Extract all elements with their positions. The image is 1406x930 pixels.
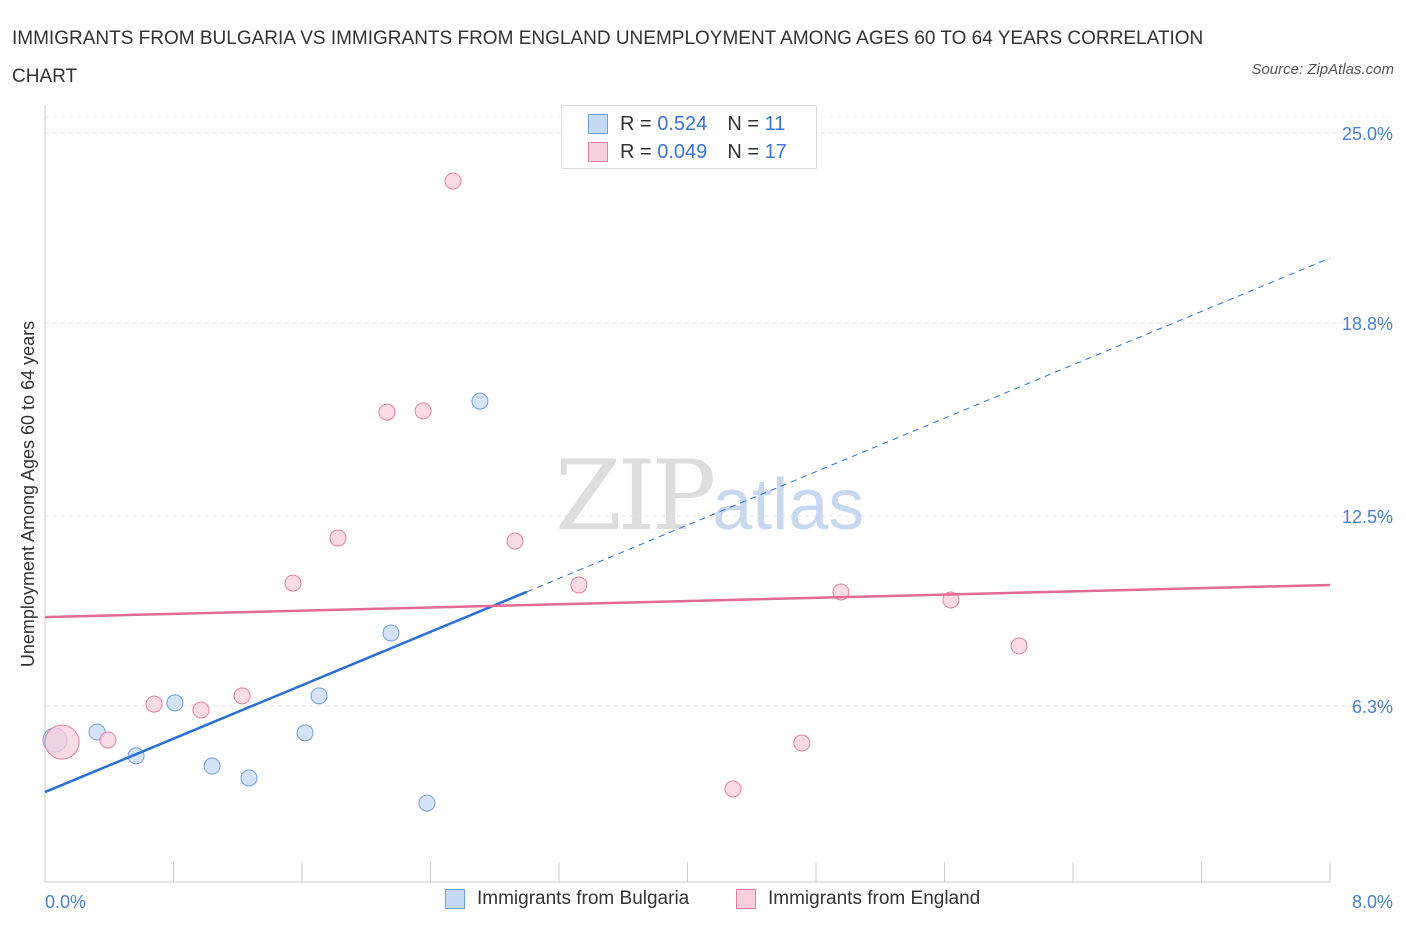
data-point-england (44, 724, 80, 760)
data-point-bulgaria (418, 794, 436, 812)
x-tick-label: 0.0% (45, 892, 86, 912)
data-point-england (192, 701, 210, 719)
data-point-england (145, 695, 163, 713)
chart-title: IMMIGRANTS FROM BULGARIA VS IMMIGRANTS F… (12, 28, 1204, 87)
legend-box: R = 0.524 N = 11 R = 0.049 N = 17 (561, 105, 817, 169)
trend-line-bulgaria (44, 590, 528, 794)
legend-n-value: 17 (764, 140, 787, 163)
data-point-england (414, 402, 432, 420)
data-point-bulgaria (203, 757, 221, 775)
data-point-england (942, 591, 960, 609)
legend-r-label: R = (620, 140, 652, 163)
data-point-england (724, 780, 742, 798)
legend-row-england: R = 0.049 N = 17 (588, 139, 787, 165)
bottom-legend-swatch-england (736, 889, 756, 909)
bottom-legend-label-bulgaria: Immigrants from Bulgaria (477, 888, 690, 909)
bottom-legend-swatch-bulgaria (445, 889, 465, 909)
trend-line-extension-bulgaria (526, 257, 1331, 593)
data-point-bulgaria (471, 392, 489, 410)
legend-n-value: 11 (764, 112, 786, 135)
watermark: ZIPatlas (555, 440, 864, 552)
legend-n-label: N = (727, 112, 759, 135)
y-tick-label: 18.8% (1342, 314, 1393, 334)
chart-source: Source: ZipAtlas.com (1251, 61, 1394, 78)
legend-swatch-bulgaria (588, 114, 608, 134)
legend-r-label: R = (620, 112, 652, 135)
data-point-england (99, 731, 117, 749)
y-axis-label: Unemployment Among Ages 60 to 64 years (18, 321, 38, 667)
data-point-england (233, 687, 251, 705)
legend-swatch-england (588, 142, 608, 162)
bottom-legend-label-england: Immigrants from England (768, 888, 981, 909)
watermark-atlas: atlas (712, 465, 865, 545)
y-tick-label: 6.3% (1352, 697, 1393, 717)
data-point-england (378, 403, 396, 421)
data-point-england (793, 734, 811, 752)
legend-row-bulgaria: R = 0.524 N = 11 (588, 111, 785, 137)
data-point-bulgaria (382, 624, 400, 642)
data-point-england (284, 574, 302, 592)
trend-line-england (44, 583, 1331, 619)
x-tick-label: 8.0% (1352, 892, 1393, 912)
y-tick-label: 25.0% (1342, 124, 1393, 144)
data-point-bulgaria (310, 687, 328, 705)
bottom-legend-bulgaria: Immigrants from Bulgaria (445, 888, 689, 910)
data-point-bulgaria (240, 769, 258, 787)
data-point-england (570, 576, 588, 594)
data-point-bulgaria (166, 694, 184, 712)
data-point-bulgaria (296, 724, 314, 742)
data-point-england (1010, 637, 1028, 655)
watermark-zip: ZIP (555, 440, 716, 552)
legend-n-label: N = (727, 140, 759, 163)
legend-r-value: 0.524 (657, 112, 708, 135)
data-point-england (329, 529, 347, 547)
y-tick-label: 12.5% (1342, 507, 1393, 527)
bottom-legend-england: Immigrants from England (736, 888, 980, 910)
data-point-england (444, 172, 462, 190)
data-point-england (506, 532, 524, 550)
legend-r-value: 0.049 (657, 140, 708, 163)
